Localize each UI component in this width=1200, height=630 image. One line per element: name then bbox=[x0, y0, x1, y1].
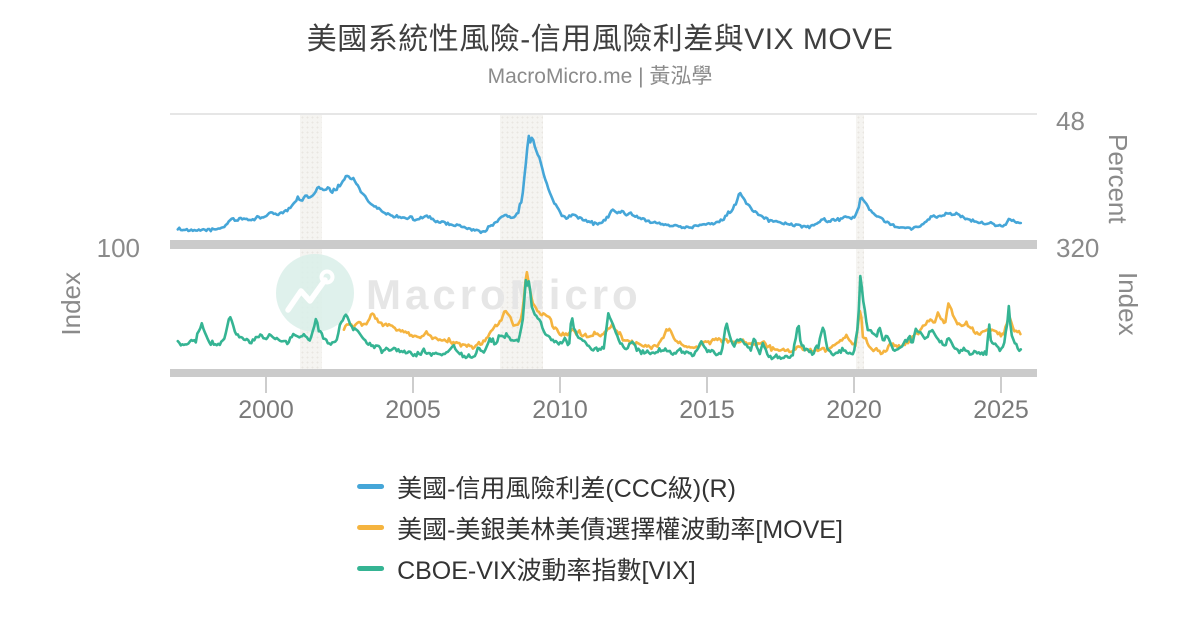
x-tick-mark bbox=[1000, 377, 1002, 393]
y-axis-title-percent: Percent bbox=[1103, 134, 1133, 224]
page-subtitle: MacroMicro.me | 黃泓學 bbox=[487, 65, 713, 88]
y-tick-320: 320 bbox=[1056, 233, 1100, 263]
plot-top-border bbox=[170, 113, 1037, 115]
legend-item: 美國-美銀美林美債選擇權波動率[MOVE] bbox=[357, 507, 843, 548]
legend-label: 美國-美銀美林美債選擇權波動率[MOVE] bbox=[397, 515, 843, 544]
y-tick-100: 100 bbox=[96, 233, 140, 263]
watermark-text: MacroMicro bbox=[366, 271, 642, 318]
y-axis-title-index-right: Index bbox=[1113, 272, 1143, 336]
x-tick-mark bbox=[412, 377, 414, 393]
x-tick-label: 2010 bbox=[532, 396, 588, 424]
x-tick-label: 2020 bbox=[826, 396, 882, 424]
legend-item: CBOE-VIX波動率指數[VIX] bbox=[357, 548, 843, 589]
x-tick-label: 2025 bbox=[973, 396, 1029, 424]
x-tick-label: 2000 bbox=[238, 396, 294, 424]
x-tick-label: 2005 bbox=[385, 396, 441, 424]
macromicro-logo-icon bbox=[275, 253, 355, 338]
legend-label: 美國-信用風險利差(CCC級)(R) bbox=[397, 474, 736, 503]
series-line-1 bbox=[342, 270, 1022, 356]
x-tick-label: 2015 bbox=[679, 396, 735, 424]
x-axis-bar bbox=[170, 369, 1037, 377]
x-tick-mark bbox=[706, 377, 708, 393]
x-tick-mark bbox=[265, 377, 267, 393]
legend: 美國-信用風險利差(CCC級)(R) 美國-美銀美林美債選擇權波動率[MOVE] C… bbox=[357, 466, 843, 589]
page-title: 美國系統性風險-信用風險利差與VIX MOVE bbox=[306, 23, 894, 56]
panel-divider-bar bbox=[170, 240, 1037, 249]
legend-item: 美國-信用風險利差(CCC級)(R) bbox=[357, 466, 843, 507]
legend-line-marker bbox=[357, 525, 385, 530]
y-tick-48: 48 bbox=[1056, 106, 1085, 136]
x-tick-mark bbox=[559, 377, 561, 393]
series-line-0 bbox=[176, 134, 1023, 235]
legend-line-marker bbox=[357, 566, 385, 571]
x-tick-mark bbox=[853, 377, 855, 393]
legend-label: CBOE-VIX波動率指數[VIX] bbox=[397, 556, 696, 585]
series-line-2 bbox=[176, 274, 1023, 361]
legend-line-marker bbox=[357, 484, 385, 489]
